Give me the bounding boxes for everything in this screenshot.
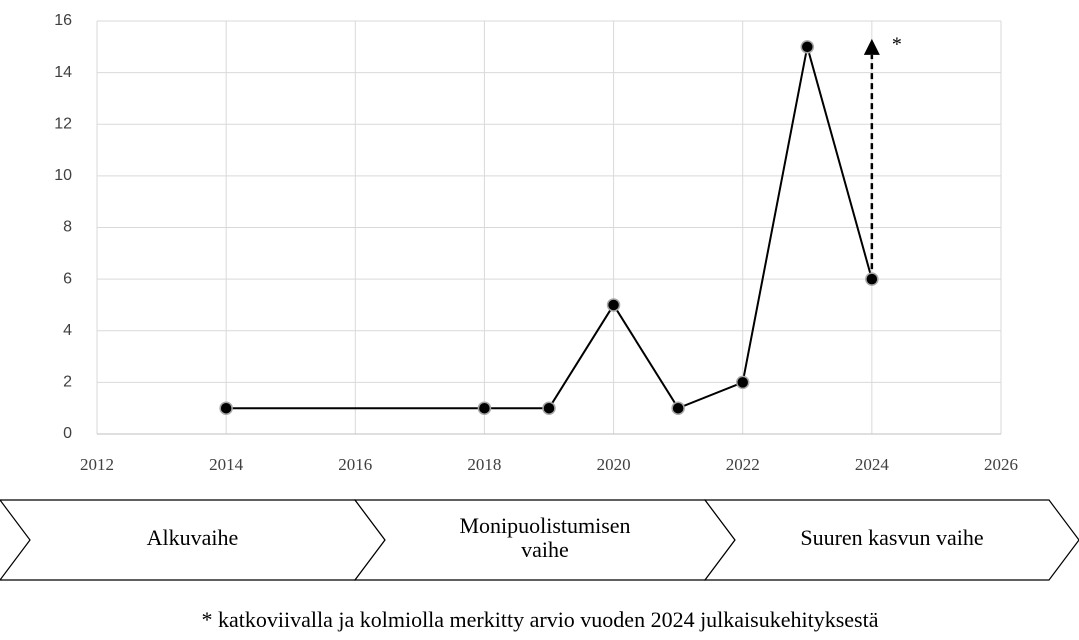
marker xyxy=(735,375,750,390)
marker xyxy=(477,401,492,415)
phase-chevron xyxy=(703,499,1079,581)
marker xyxy=(606,298,621,312)
y-tick-label: 14 xyxy=(54,64,72,81)
x-tick-label: 2018 xyxy=(467,455,501,474)
marker xyxy=(800,40,815,54)
x-tick-label: 2026 xyxy=(984,455,1018,474)
phase-label: Alkuvaihe xyxy=(147,525,239,550)
y-tick-label: 12 xyxy=(54,115,72,132)
phase-label: Suuren kasvun vaihe xyxy=(800,525,983,550)
x-tick-label: 2022 xyxy=(726,455,760,474)
x-tick-label: 2024 xyxy=(855,455,890,474)
y-tick-label: 6 xyxy=(63,270,72,287)
y-tick-label: 16 xyxy=(54,12,72,29)
marker xyxy=(671,401,685,415)
y-tick-label: 0 xyxy=(63,425,72,442)
marker xyxy=(219,401,233,415)
phase-label: vaihe xyxy=(521,537,569,562)
x-tick-label: 2020 xyxy=(597,455,631,474)
marker xyxy=(542,401,556,415)
x-tick-label: 2014 xyxy=(209,455,244,474)
estimate-marker xyxy=(863,38,880,55)
y-tick-label: 10 xyxy=(54,167,72,184)
footnote: * katkoviivalla ja kolmiolla merkitty ar… xyxy=(202,607,879,632)
x-tick-label: 2016 xyxy=(338,455,372,474)
marker xyxy=(865,272,879,286)
line xyxy=(226,46,873,410)
y-tick-label: 8 xyxy=(63,219,72,236)
y-tick-label: 2 xyxy=(63,374,72,391)
estimate-label: * xyxy=(892,33,902,55)
phase-label: Monipuolistumisen xyxy=(459,513,630,538)
y-tick-label: 4 xyxy=(63,322,72,339)
x-tick-label: 2012 xyxy=(80,455,114,474)
